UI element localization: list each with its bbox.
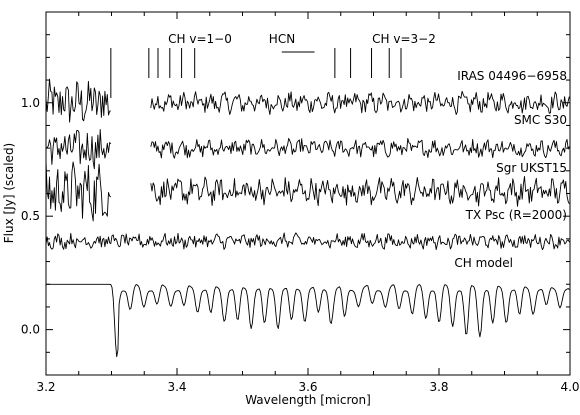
series-label-ch-model: CH model	[454, 256, 513, 270]
plot-frame	[45, 11, 571, 376]
series-label-smc: SMC S30	[514, 113, 567, 127]
spectrum-trace	[150, 90, 570, 115]
x-tick-label: 4.0	[560, 380, 579, 394]
x-tick-label: 3.2	[36, 380, 55, 394]
series-label-sgr: Sgr UKST15	[496, 161, 567, 175]
x-tick-labels: 3.2 3.4 3.6 3.8 4.0	[36, 380, 579, 394]
y-tick-label: 0.0	[21, 323, 40, 337]
y-axis-label: Flux [Jy] (scaled)	[2, 143, 16, 243]
y-tick-labels: 0.0 0.5 1.0	[21, 96, 40, 337]
spectrum-trace	[45, 160, 112, 222]
ch-v10-label: CH v=1−0	[168, 32, 232, 46]
spectrum-trace	[45, 78, 111, 123]
spectra-series	[45, 78, 570, 358]
spectrum-trace	[150, 176, 570, 207]
x-axis-label: Wavelength [micron]	[245, 393, 371, 407]
line-markers	[110, 48, 402, 98]
spectrum-trace	[45, 129, 112, 170]
y-tick-label: 0.5	[21, 209, 40, 223]
spectrum-trace	[46, 283, 570, 358]
y-tick-label: 1.0	[21, 96, 40, 110]
x-tick-label: 3.4	[167, 380, 186, 394]
series-label-iras: IRAS 04496−6958	[457, 69, 567, 83]
hcn-label: HCN	[269, 32, 295, 46]
spectrum-trace	[150, 137, 570, 159]
x-tick-label: 3.6	[298, 380, 317, 394]
ch-v32-label: CH v=3−2	[372, 32, 436, 46]
x-tick-label: 3.8	[429, 380, 448, 394]
axis-ticks	[45, 11, 571, 376]
spectrum-trace	[45, 232, 570, 251]
series-label-txpsc: TX Psc (R=2000)	[465, 208, 567, 222]
